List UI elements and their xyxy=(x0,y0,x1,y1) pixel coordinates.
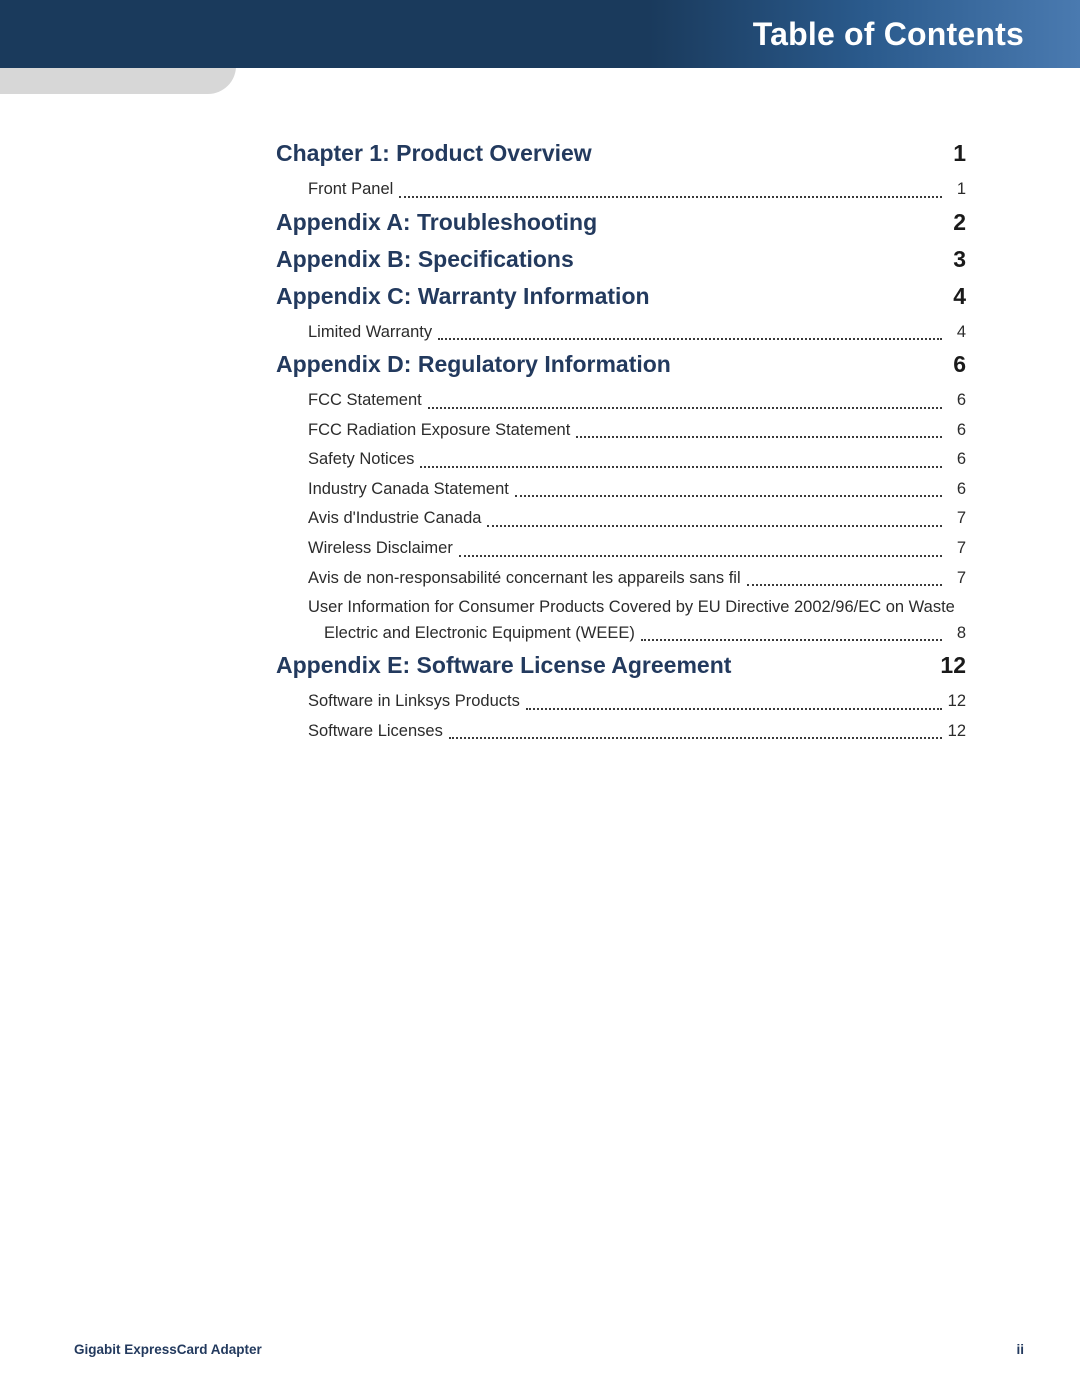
toc-subitem-page: 6 xyxy=(948,477,966,503)
toc-section-page: 1 xyxy=(938,140,966,167)
toc-leader-dots xyxy=(747,584,942,586)
toc-section: Appendix D: Regulatory Information 6 FCC… xyxy=(276,351,966,646)
toc-sublist: Limited Warranty 4 xyxy=(276,320,966,346)
header-band: Table of Contents xyxy=(0,0,1080,68)
toc-section-row[interactable]: Appendix C: Warranty Information 4 xyxy=(276,283,966,310)
toc-section-row[interactable]: Chapter 1: Product Overview 1 xyxy=(276,140,966,167)
toc-section-page: 3 xyxy=(938,246,966,273)
toc-subitem-label: Wireless Disclaimer xyxy=(308,536,453,562)
toc-subitem[interactable]: Avis d'Industrie Canada 7 xyxy=(308,506,966,532)
toc-section: Chapter 1: Product Overview 1 Front Pane… xyxy=(276,140,966,203)
toc-section-title: Appendix C: Warranty Information xyxy=(276,283,650,310)
toc-subitem-page: 1 xyxy=(948,177,966,203)
toc-section-page: 6 xyxy=(938,351,966,378)
toc-subitem-page: 6 xyxy=(948,447,966,473)
toc-subitem-page: 12 xyxy=(948,689,966,715)
toc-subitem[interactable]: Software Licenses 12 xyxy=(308,719,966,745)
toc-leader-dots xyxy=(526,708,942,710)
footer-page-number: ii xyxy=(1016,1342,1024,1357)
toc-subitem-label: Avis de non-responsabilité concernant le… xyxy=(308,566,741,592)
toc-subitem[interactable]: Avis de non-responsabilité concernant le… xyxy=(308,566,966,592)
toc-subitem[interactable]: Limited Warranty 4 xyxy=(308,320,966,346)
page-title: Table of Contents xyxy=(753,16,1024,53)
toc-subitem-label: FCC Radiation Exposure Statement xyxy=(308,418,570,444)
toc-section-row[interactable]: Appendix B: Specifications 3 xyxy=(276,246,966,273)
toc-subitem-label: Industry Canada Statement xyxy=(308,477,509,503)
toc-section: Appendix B: Specifications 3 xyxy=(276,246,966,273)
toc-leader-dots xyxy=(459,555,942,557)
toc-subitem[interactable]: Safety Notices 6 xyxy=(308,447,966,473)
toc-content: Chapter 1: Product Overview 1 Front Pane… xyxy=(276,140,966,750)
toc-subitem-label: Safety Notices xyxy=(308,447,414,473)
toc-section-page: 2 xyxy=(938,209,966,236)
toc-subitem[interactable]: FCC Radiation Exposure Statement 6 xyxy=(308,418,966,444)
toc-leader-dots xyxy=(515,495,942,497)
toc-subitem-page: 8 xyxy=(948,621,966,647)
toc-subitem-page: 7 xyxy=(948,506,966,532)
toc-leader-dots xyxy=(449,737,942,739)
toc-subitem-label: FCC Statement xyxy=(308,388,422,414)
toc-sublist: FCC Statement 6 FCC Radiation Exposure S… xyxy=(276,388,966,646)
toc-subitem[interactable]: Software in Linksys Products 12 xyxy=(308,689,966,715)
toc-section-title: Appendix D: Regulatory Information xyxy=(276,351,671,378)
toc-sublist: Front Panel 1 xyxy=(276,177,966,203)
toc-subitem-page: 7 xyxy=(948,566,966,592)
toc-section: Appendix E: Software License Agreement 1… xyxy=(276,652,966,744)
toc-subitem-label: Limited Warranty xyxy=(308,320,432,346)
toc-section-title: Chapter 1: Product Overview xyxy=(276,140,592,167)
toc-section: Appendix C: Warranty Information 4 Limit… xyxy=(276,283,966,346)
toc-section-title: Appendix A: Troubleshooting xyxy=(276,209,597,236)
toc-leader-dots xyxy=(399,196,942,198)
toc-section-title: Appendix E: Software License Agreement xyxy=(276,652,731,679)
toc-leader-dots xyxy=(438,338,942,340)
footer-product-name: Gigabit ExpressCard Adapter xyxy=(74,1342,262,1357)
toc-section-page: 12 xyxy=(938,652,966,679)
toc-subitem[interactable]: FCC Statement 6 xyxy=(308,388,966,414)
toc-subitem[interactable]: Front Panel 1 xyxy=(308,177,966,203)
toc-subitem-label: Front Panel xyxy=(308,177,393,203)
toc-section: Appendix A: Troubleshooting 2 xyxy=(276,209,966,236)
toc-subitem-page: 6 xyxy=(948,418,966,444)
toc-sublist: Software in Linksys Products 12 Software… xyxy=(276,689,966,744)
toc-leader-dots xyxy=(420,466,942,468)
toc-section-title: Appendix B: Specifications xyxy=(276,246,574,273)
page-footer: Gigabit ExpressCard Adapter ii xyxy=(74,1342,1024,1357)
toc-section-page: 4 xyxy=(938,283,966,310)
toc-leader-dots xyxy=(428,407,942,409)
toc-subitem-page: 12 xyxy=(948,719,966,745)
toc-leader-dots xyxy=(487,525,942,527)
toc-section-row[interactable]: Appendix E: Software License Agreement 1… xyxy=(276,652,966,679)
toc-subitem-label: Software in Linksys Products xyxy=(308,689,520,715)
toc-subitem-label: Software Licenses xyxy=(308,719,443,745)
toc-subitem[interactable]: Industry Canada Statement 6 xyxy=(308,477,966,503)
toc-subitem-label-line2: Electric and Electronic Equipment (WEEE) xyxy=(324,621,635,647)
toc-subitem[interactable]: Wireless Disclaimer 7 xyxy=(308,536,966,562)
toc-subitem-page: 6 xyxy=(948,388,966,414)
toc-section-row[interactable]: Appendix A: Troubleshooting 2 xyxy=(276,209,966,236)
toc-section-row[interactable]: Appendix D: Regulatory Information 6 xyxy=(276,351,966,378)
toc-leader-dots xyxy=(641,639,942,641)
toc-subitem-label: Avis d'Industrie Canada xyxy=(308,506,481,532)
toc-subitem-label-line1: User Information for Consumer Products C… xyxy=(308,595,966,621)
toc-subitem[interactable]: User Information for Consumer Products C… xyxy=(308,595,966,646)
toc-subitem-page: 7 xyxy=(948,536,966,562)
toc-leader-dots xyxy=(576,436,942,438)
toc-subitem-page: 4 xyxy=(948,320,966,346)
